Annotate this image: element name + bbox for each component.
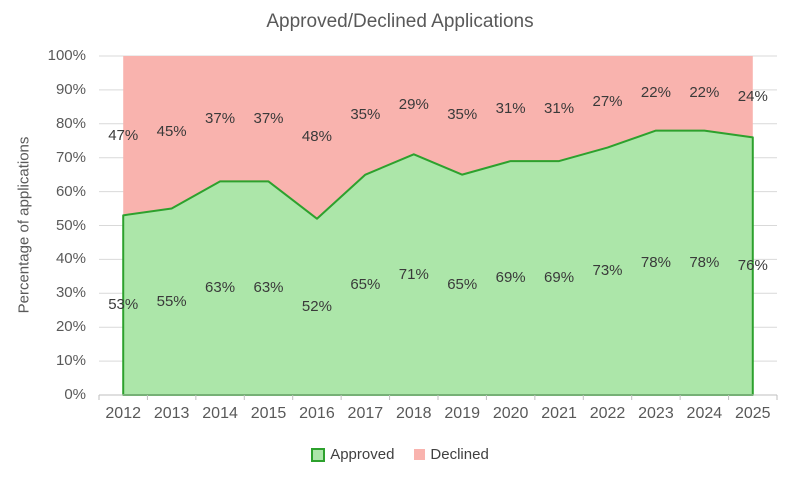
x-tick-label: 2020 bbox=[492, 405, 529, 422]
y-tick-label: 70% bbox=[55, 148, 86, 166]
y-tick-label: 80% bbox=[55, 114, 86, 132]
data-label-declined: 22% bbox=[640, 84, 671, 102]
x-tick-label: 2025 bbox=[734, 405, 771, 422]
y-tick-label: 0% bbox=[64, 386, 86, 403]
y-tick-label: 10% bbox=[55, 352, 86, 370]
data-label-approved: 65% bbox=[350, 275, 381, 293]
data-label-declined: 37% bbox=[205, 109, 236, 127]
y-tick-label: 30% bbox=[55, 284, 86, 302]
y-tick-label: 90% bbox=[55, 80, 86, 98]
x-tick-label: 2015 bbox=[250, 405, 287, 422]
y-tick-label: 60% bbox=[55, 182, 86, 200]
x-tick-label: 2014 bbox=[202, 405, 238, 422]
data-label-approved: 52% bbox=[301, 297, 332, 315]
y-tick-label: 40% bbox=[55, 250, 86, 268]
declined-area bbox=[123, 56, 753, 219]
data-label-approved: 63% bbox=[205, 279, 236, 297]
declined-swatch-icon bbox=[414, 449, 426, 460]
legend-label-declined: Declined bbox=[430, 446, 489, 463]
approved-area bbox=[122, 129, 754, 396]
data-label-approved: 69% bbox=[544, 269, 575, 287]
x-tick-label: 2024 bbox=[686, 405, 723, 422]
data-label-declined: 24% bbox=[737, 87, 768, 105]
data-label-approved: 63% bbox=[253, 279, 284, 297]
data-label-declined: 35% bbox=[447, 106, 478, 124]
data-label-declined: 45% bbox=[156, 123, 187, 141]
legend: Approved Declined bbox=[0, 446, 800, 463]
data-label-declined: 48% bbox=[301, 128, 332, 146]
legend-label-approved: Approved bbox=[330, 446, 395, 463]
data-label-approved: 69% bbox=[495, 269, 526, 287]
x-tick-label: 2018 bbox=[395, 405, 432, 422]
x-tick-label: 2017 bbox=[347, 405, 384, 422]
approved-swatch-icon bbox=[311, 447, 326, 462]
data-label-declined: 31% bbox=[495, 99, 526, 117]
data-label-declined: 35% bbox=[350, 106, 381, 124]
x-tick-label: 2021 bbox=[541, 405, 577, 422]
data-label-approved: 53% bbox=[108, 296, 139, 314]
data-label-approved: 55% bbox=[156, 292, 187, 310]
data-label-approved: 73% bbox=[592, 262, 623, 280]
data-label-approved: 71% bbox=[398, 265, 429, 283]
legend-item-approved: Approved bbox=[311, 446, 394, 463]
data-label-declined: 31% bbox=[544, 99, 575, 117]
x-tick-label: 2016 bbox=[299, 405, 335, 422]
data-label-approved: 65% bbox=[447, 275, 478, 293]
data-label-declined: 37% bbox=[253, 109, 284, 127]
data-label-approved: 78% bbox=[640, 253, 671, 271]
data-label-approved: 76% bbox=[737, 257, 768, 275]
x-tick-label: 2023 bbox=[638, 405, 674, 422]
chart-title: Approved/Declined Applications bbox=[266, 11, 534, 32]
y-tick-label: 50% bbox=[55, 216, 86, 234]
x-tick-label: 2013 bbox=[153, 405, 190, 422]
y-tick-label: 20% bbox=[55, 318, 86, 336]
data-label-declined: 27% bbox=[592, 92, 623, 110]
data-label-declined: 22% bbox=[689, 84, 720, 102]
legend-item-declined: Declined bbox=[414, 446, 489, 463]
data-label-declined: 47% bbox=[108, 126, 139, 144]
data-label-approved: 78% bbox=[689, 253, 720, 271]
x-tick-label: 2019 bbox=[444, 405, 480, 422]
data-label-declined: 29% bbox=[398, 96, 429, 114]
x-tick-label: 2012 bbox=[105, 405, 141, 422]
x-tick-label: 2022 bbox=[589, 405, 626, 422]
y-tick-label: 100% bbox=[47, 47, 86, 64]
